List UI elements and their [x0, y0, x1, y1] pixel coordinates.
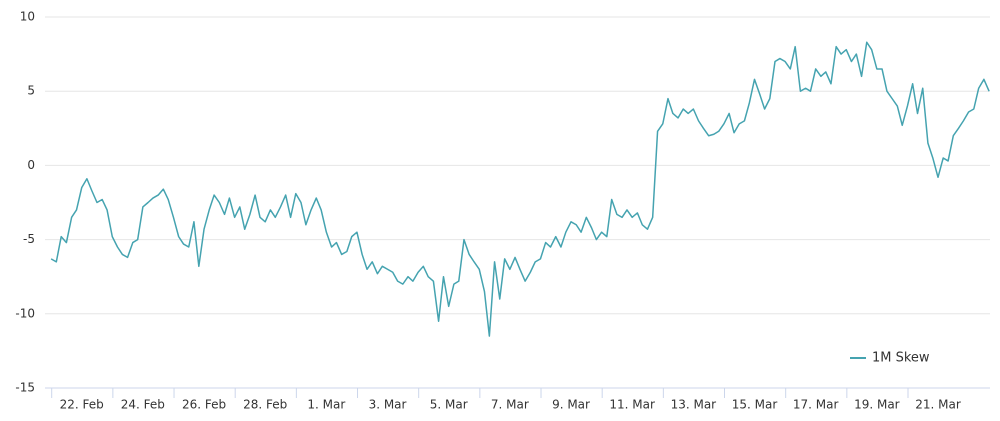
x-tick-label: 26. Feb: [182, 398, 226, 412]
y-tick-label: 5: [27, 84, 35, 98]
x-tick-label: 3. Mar: [369, 398, 407, 412]
x-tick-label: 21. Mar: [915, 398, 961, 412]
x-tick-label: 24. Feb: [121, 398, 165, 412]
x-tick-label: 28. Feb: [243, 398, 287, 412]
y-tick-label: 0: [27, 158, 35, 172]
x-tick-label: 9. Mar: [552, 398, 590, 412]
y-tick-label: -10: [15, 306, 35, 320]
x-tick-label: 19. Mar: [854, 398, 900, 412]
x-tick-label: 1. Mar: [307, 398, 345, 412]
x-tick-label: 5. Mar: [430, 398, 468, 412]
legend-label: 1M Skew: [872, 351, 930, 366]
x-tick-label: 15. Mar: [732, 398, 778, 412]
y-tick-label: 10: [20, 10, 35, 24]
x-tick-label: 11. Mar: [609, 398, 655, 412]
y-tick-label: -15: [15, 381, 35, 395]
x-tick-label: 17. Mar: [793, 398, 839, 412]
x-tick-label: 13. Mar: [671, 398, 717, 412]
x-tick-label: 7. Mar: [491, 398, 529, 412]
y-tick-label: -5: [23, 232, 35, 246]
x-tick-label: 22. Feb: [60, 398, 104, 412]
line-series: [50, 41, 990, 337]
